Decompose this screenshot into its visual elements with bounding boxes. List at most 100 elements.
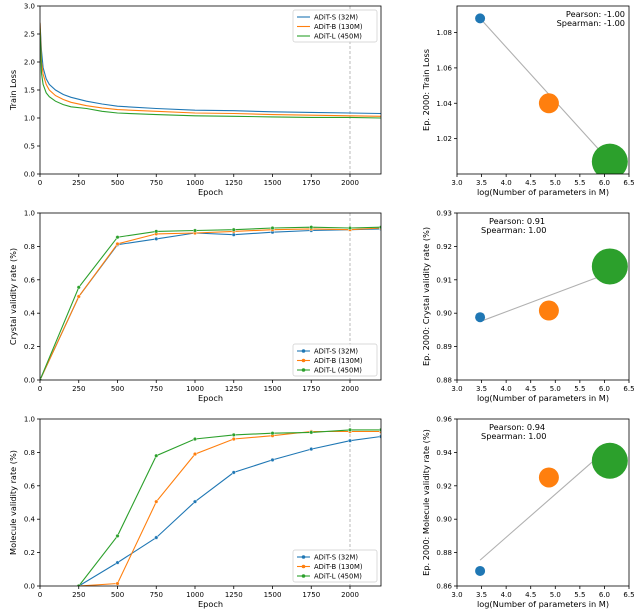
x-tick-label: 1000 — [186, 591, 204, 599]
y-tick-label: 0.94 — [436, 449, 452, 457]
x-tick-label: 1500 — [264, 179, 282, 187]
y-axis-label: Ep. 2000: Train Loss — [421, 49, 431, 131]
x-tick-label: 6.5 — [623, 385, 634, 393]
y-tick-label: 0.5 — [24, 143, 35, 151]
fit-line — [479, 272, 611, 323]
legend-marker — [301, 564, 306, 569]
x-tick-label: 0 — [38, 385, 42, 393]
x-tick-label: 6.5 — [623, 179, 634, 187]
legend-label: ADiT-L (450M) — [314, 33, 362, 41]
legend: ADiT-S (32M)ADiT-B (130M) ADiT-L (450M) — [292, 343, 378, 377]
y-tick-label: 0.0 — [24, 583, 35, 591]
scatter-point-2 — [538, 93, 559, 114]
axes-frame — [456, 212, 630, 381]
series-line-2 — [40, 22, 381, 117]
series-point-3 — [192, 437, 197, 442]
y-tick-label: 0.2 — [24, 343, 35, 351]
axes-frame — [456, 5, 630, 175]
series-point-1 — [309, 447, 314, 452]
axes-frame — [39, 5, 382, 175]
x-tick-label: 4.5 — [525, 385, 536, 393]
fit-line — [479, 18, 611, 162]
series-point-2 — [115, 581, 120, 586]
series-point-3 — [309, 225, 314, 230]
series-point-3 — [348, 427, 353, 432]
pearson-label: Pearson: 0.94 — [489, 422, 545, 432]
x-tick-label: 6.0 — [599, 179, 610, 187]
y-tick-label: 0.4 — [24, 516, 36, 524]
series-point-3 — [270, 431, 275, 436]
series-point-3 — [348, 226, 353, 231]
y-tick-label: 0.88 — [436, 377, 452, 385]
series-point-3 — [76, 285, 81, 290]
x-tick-label: 500 — [111, 385, 124, 393]
legend-label: ADiT-S (32M) — [314, 14, 358, 22]
y-tick-label: 1.04 — [436, 100, 452, 108]
x-tick-label: 1500 — [264, 385, 282, 393]
series-point-2 — [76, 294, 81, 299]
y-tick-label: 1.0 — [24, 210, 35, 218]
axes-frame — [39, 212, 382, 381]
x-tick-label: 1250 — [225, 179, 243, 187]
y-tick-label: 3.0 — [24, 3, 35, 11]
y-tick-label: 2.5 — [24, 31, 35, 39]
legend-marker — [301, 368, 306, 372]
x-tick-label: 250 — [72, 591, 85, 599]
legend-marker — [301, 574, 306, 578]
train-loss-scatter-panel: 3.0 3.5 4.0 4.5 5.0 5.5 6.0 6.5 1.02 1.04 1.06 1.08… — [421, 5, 635, 197]
y-tick-label: 1.0 — [24, 416, 35, 424]
molecule-scatter-panel: 3.0 3.5 4.0 4.5 5.0 5.5 6.0 6.5 0.86 0.88 0.90 0.92… — [421, 416, 635, 610]
series-point-1 — [154, 236, 159, 241]
y-tick-label: 0.6 — [24, 482, 36, 490]
x-tick-label: 5.5 — [574, 385, 585, 393]
y-tick-label: 0.8 — [24, 449, 35, 457]
series-point-3 — [379, 427, 381, 432]
x-tick-label: 3.5 — [476, 385, 487, 393]
x-tick-label: 6.5 — [623, 591, 634, 599]
series-point-1 — [231, 232, 236, 237]
molecule-curve-panel: 0 250 500 750 1000 1250 1500 1750 2000 0.0 0.2 0.4 0… — [8, 416, 382, 609]
x-tick-label: 1000 — [186, 179, 204, 187]
axes-frame — [456, 418, 630, 587]
series-point-3 — [115, 533, 120, 538]
x-tick-label: 1750 — [302, 591, 320, 599]
molecule-curve-plot-area — [76, 419, 381, 586]
series-point-1 — [192, 499, 197, 504]
legend: ADiT-S (32M)ADiT-B (130M) ADiT-L (450M) — [292, 9, 378, 43]
y-tick-label: 0.8 — [24, 243, 35, 251]
x-tick-label: 5.0 — [550, 385, 561, 393]
x-tick-label: 5.5 — [574, 591, 585, 599]
x-tick-label: 3.0 — [451, 385, 462, 393]
legend-frame — [292, 9, 378, 43]
x-tick-label: 0 — [38, 591, 42, 599]
legend: ADiT-S (32M)ADiT-B (130M) ADiT-L (450M) — [292, 549, 378, 583]
scatter-point-1 — [475, 13, 486, 24]
spearman-label: Spearman: 1.00 — [481, 225, 546, 235]
series-point-2 — [192, 452, 197, 457]
scatter-point-3 — [591, 442, 628, 479]
series-point-2 — [231, 437, 236, 442]
legend-marker — [301, 349, 306, 353]
crystal-scatter-plot-area — [475, 248, 628, 323]
crystal-curve-panel: 0 250 500 750 1000 1250 1500 1750 2000 0.0 0.2 0.4 0… — [8, 210, 382, 403]
series-point-1 — [379, 434, 381, 439]
series-point-3 — [115, 235, 120, 240]
series-point-1 — [270, 457, 275, 462]
legend-marker — [301, 358, 306, 363]
x-axis-label: log(Number of parameters in M) — [477, 393, 609, 403]
y-tick-label: 0.92 — [436, 243, 452, 251]
y-tick-label: 1.02 — [436, 135, 452, 143]
x-tick-label: 1250 — [225, 591, 243, 599]
y-tick-label: 1.08 — [436, 29, 452, 37]
x-tick-label: 4.5 — [525, 591, 536, 599]
legend-label: ADiT-L (450M) — [314, 367, 362, 375]
x-tick-label: 500 — [111, 591, 124, 599]
x-tick-label: 3.0 — [451, 179, 462, 187]
legend-frame — [292, 343, 378, 377]
y-axis-label: Ep. 2000: Molecule validity rate (%) — [421, 429, 431, 576]
molecule-scatter-plot-area — [475, 442, 628, 576]
series-line-1 — [40, 22, 381, 115]
series-point-3 — [154, 453, 159, 458]
x-tick-label: 1750 — [302, 385, 320, 393]
